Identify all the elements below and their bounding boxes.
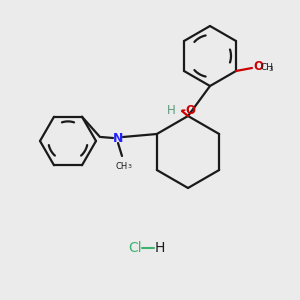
Text: CH: CH <box>260 62 274 71</box>
Text: CH: CH <box>116 162 128 171</box>
Text: -O: -O <box>177 103 196 116</box>
Text: H: H <box>167 103 176 116</box>
Text: 3: 3 <box>268 66 273 72</box>
Text: H: H <box>155 241 165 255</box>
Text: Cl: Cl <box>128 241 142 255</box>
Text: O: O <box>253 61 263 74</box>
Text: 3: 3 <box>128 164 131 169</box>
Text: N: N <box>113 131 123 145</box>
